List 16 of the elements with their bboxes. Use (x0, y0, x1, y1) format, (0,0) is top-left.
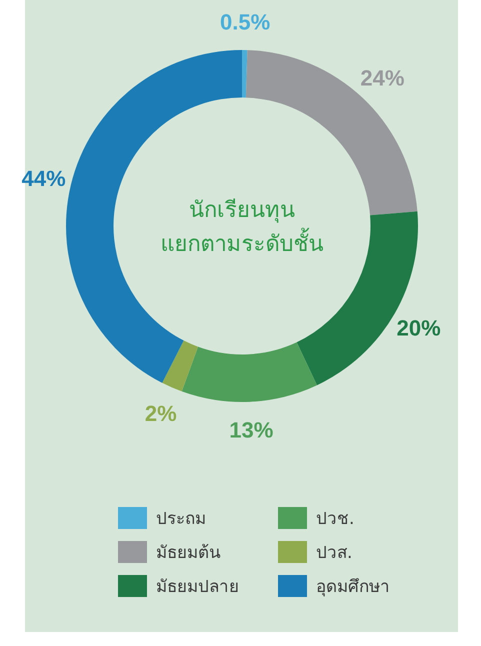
donut-slice (162, 340, 198, 392)
data-label: 13% (229, 417, 274, 442)
data-label: 2% (144, 400, 177, 426)
legend-label: อุดมศึกษา (316, 576, 390, 597)
data-label: 44% (22, 166, 66, 192)
text: นักเรียนทุน แยกตามระดับชั้น (160, 198, 324, 257)
data-label: 20% (396, 316, 441, 341)
legend-label: ประถม (156, 508, 206, 529)
legend-label: มัธยมต้น (156, 542, 221, 563)
legend-label: ปวส. (316, 542, 352, 563)
donut-slice (182, 342, 317, 402)
donut-slice (242, 50, 248, 98)
data-label: 0.5% (220, 10, 270, 35)
legend-label: ปวช. (316, 508, 354, 529)
data-label: 24% (360, 66, 404, 91)
legend-label: มัธยมปลาย (156, 576, 239, 597)
